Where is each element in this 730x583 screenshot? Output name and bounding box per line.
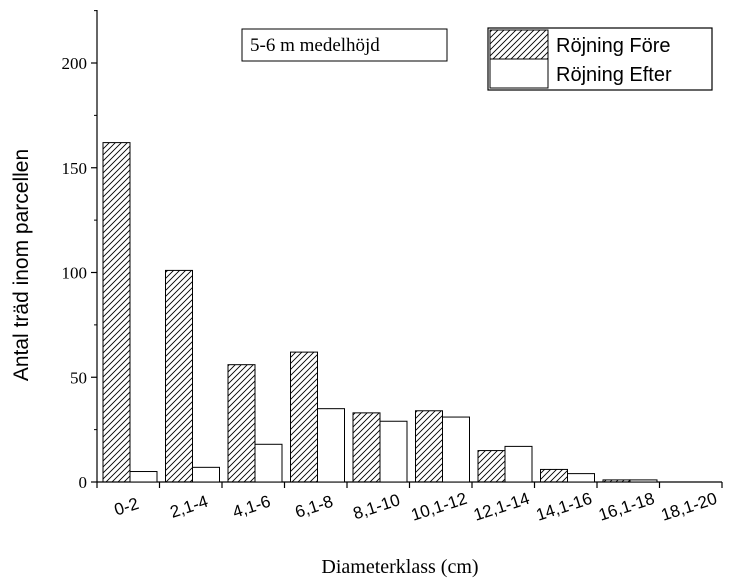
annotation-text: 5-6 m medelhöjd [250,35,380,56]
y-tick-label-50: 50 [70,368,87,387]
legend-label-efter: Röjning Efter [556,64,672,86]
bar-fore-3 [290,351,318,483]
legend-swatch-efter [489,58,549,89]
x-tick-label-7: 14,1-16 [534,489,595,525]
bar-fore-4 [352,412,381,483]
x-tick-label-4: 8,1-10 [351,490,403,523]
bar-fore-5 [415,410,443,483]
bar-efter-8 [629,479,658,483]
bar-efter-5 [442,416,470,483]
y-tick-label-0: 0 [79,473,88,492]
x-tick-label-2: 4,1-6 [230,492,273,522]
bar-efter-4 [379,420,408,483]
bar-efter-1 [192,466,220,483]
bar-efter-2 [254,443,283,483]
annotation-box: 5-6 m medelhöjd [241,28,448,62]
x-tick-label-1: 2,1-4 [168,492,211,522]
x-tick-label-6: 12,1-14 [471,489,532,525]
bar-efter-3 [317,408,345,483]
x-tick-label-9: 18,1-20 [659,489,720,525]
annotation-frame [241,28,448,62]
bar-fore-7 [540,468,568,483]
bar-efter-0 [129,471,158,483]
bar-fore-8 [602,479,631,483]
bars [102,142,658,483]
y-ticks: 0 50 100 150 200 [62,10,97,492]
x-tick-label-5: 10,1-12 [409,489,470,525]
legend: Röjning Före Röjning Efter [487,27,713,91]
bar-efter-6 [504,445,533,483]
x-tick-label-0: 0-2 [112,494,141,520]
x-tick-label-8: 16,1-18 [596,489,657,525]
x-ticks: 0-2 2,1-4 4,1-6 6,1-8 8,1-10 10,1-12 12,1-14 14… [96,482,723,525]
x-tick-label-3: 6,1-8 [293,492,336,522]
bar-fore-6 [477,450,506,483]
legend-label-fore: Röjning Före [556,35,671,57]
y-tick-label-100: 100 [62,264,88,283]
y-axis-label: Antal träd inom parcellen [10,149,33,381]
bar-fore-1 [165,269,193,483]
y-tick-label-150: 150 [62,159,88,178]
x-axis-label: Diameterklass (cm) [321,556,478,578]
y-tick-label-200: 200 [62,54,88,73]
bar-fore-2 [227,364,256,483]
legend-swatch-fore [489,29,549,60]
bar-fore-0 [102,142,131,483]
bar-efter-7 [567,473,595,483]
